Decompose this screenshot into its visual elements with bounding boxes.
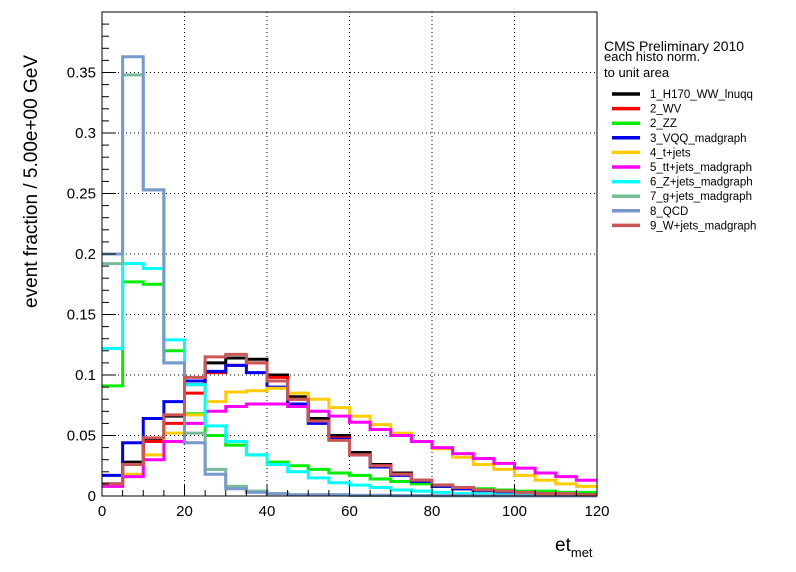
legend-label: 1_H170_WW_lnuqq [650,89,753,101]
legend: CMS Preliminary 2010 each histo norm. to… [604,34,790,237]
y-tick-label: 0.35 [67,65,96,82]
axis-ticks [101,11,598,497]
x-tick-label: 0 [98,503,106,520]
x-axis-label-main: et [555,535,572,556]
legend-label: 6_Z+jets_madgraph [650,177,753,189]
histogram-line-9_W+jets_madgraph [102,352,597,497]
legend-label: 3_VQQ_madgraph [650,133,747,145]
grid [102,12,597,496]
x-tick-label: 80 [424,503,441,520]
legend-label: 4_t+jets [650,147,691,159]
legend-label: 7_g+jets_madgraph [650,191,752,203]
y-tick-label: 0.2 [75,246,96,263]
norm-note-line1: each histo norm. [604,49,700,64]
y-tick-label: 0.05 [67,428,96,445]
legend-entries: 1_H170_WW_lnuqq 2_WV 2_ZZ 3_VQQ_madgraph 4_t… [612,89,756,232]
legend-label: 2_ZZ [650,118,677,130]
norm-note-line2: to unit area [604,65,670,80]
y-tick-label: 0.1 [75,367,96,384]
x-axis-label-sub: met [571,545,593,560]
y-tick-label: 0.25 [67,186,96,203]
x-tick-label: 20 [176,503,193,520]
cms-title: CMS Preliminary 2010 [604,38,744,54]
tick-labels: 0 20 40 60 80 100 120 0 0.05 0.1 0.15 0.2 0.25 0.3 0.3… [67,65,610,521]
x-tick-label: 40 [259,503,276,520]
legend-label: 9_W+jets_madgraph [650,220,756,232]
histogram-line-6_Z+jets_madgraph [102,262,597,497]
legend-box [604,34,790,237]
y-tick-label: 0 [88,488,96,505]
series-6_Z+jets_madgraph [102,262,597,497]
x-tick-label: 100 [502,503,527,520]
y-axis-label: event fraction / 5.00e+00 GeV [21,55,42,308]
series-9_W+jets_madgraph [102,352,597,497]
x-tick-label: 60 [341,503,358,520]
legend-label: 5_tt+jets_madgraph [650,162,752,174]
x-tick-label: 120 [584,503,609,520]
y-tick-label: 0.15 [67,307,96,324]
y-tick-label: 0.3 [75,125,96,142]
legend-label: 8_QCD [650,206,688,218]
x-axis-label: etmet [555,535,593,560]
legend-label: 2_WV [650,104,682,116]
